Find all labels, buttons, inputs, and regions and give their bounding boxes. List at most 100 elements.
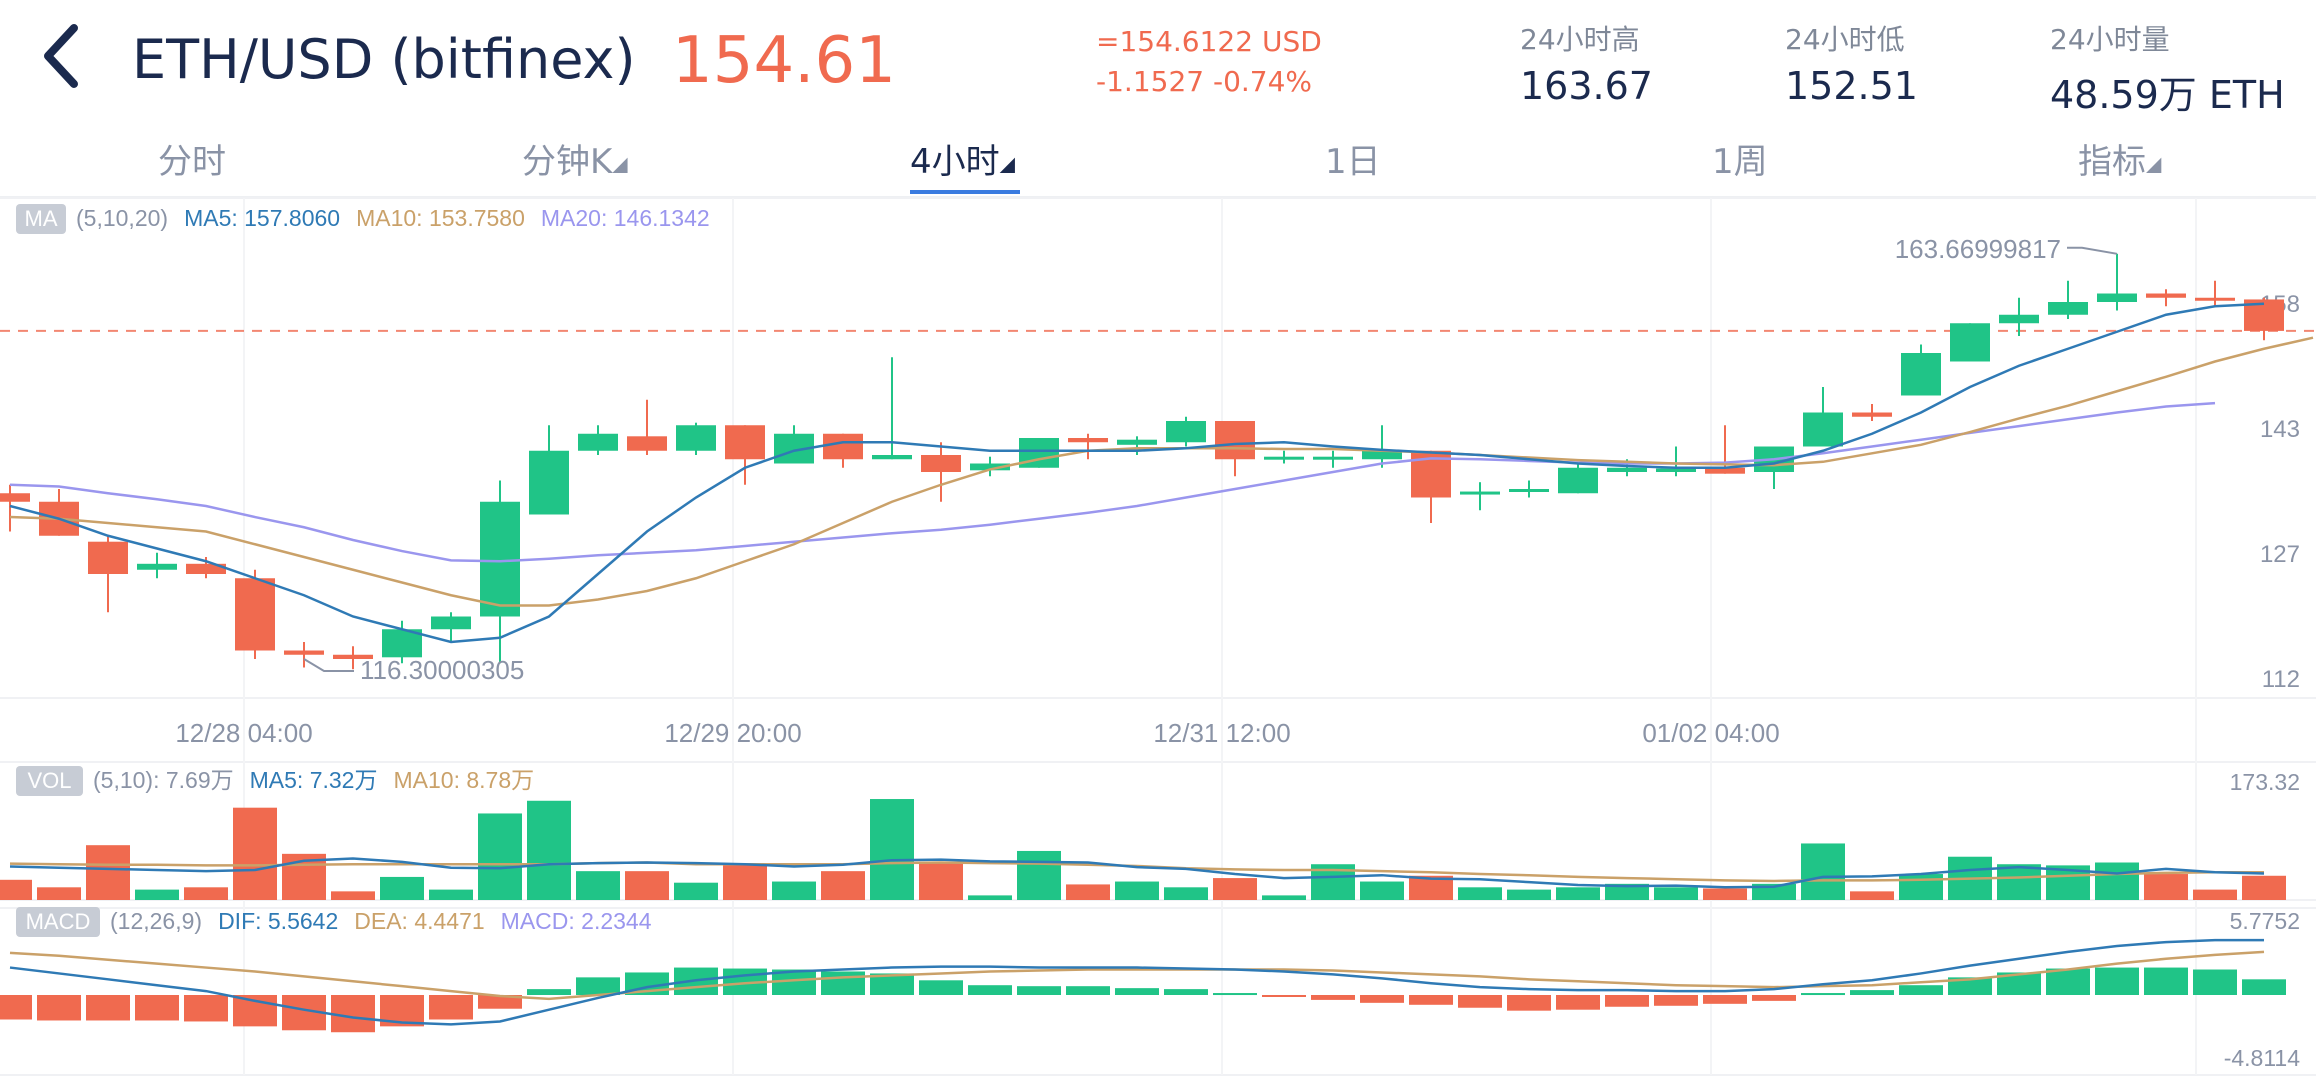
stat-24h-low: 24小时低 152.51 <box>1785 18 1918 108</box>
volume-axis-max: 173.32 <box>2230 769 2300 795</box>
candle-body <box>1558 467 1598 494</box>
caret-down-icon: ◢ <box>612 151 628 176</box>
macd-bar <box>1311 995 1355 1000</box>
tab-1w[interactable]: 1周 <box>1712 134 1768 183</box>
macd-bar <box>135 995 179 1021</box>
tab-4h[interactable]: 4小时◢ <box>910 134 1015 183</box>
legend-tag: MA <box>25 206 58 231</box>
candle-body <box>1362 450 1402 460</box>
macd-bar <box>282 995 326 1031</box>
candle-body <box>1264 456 1304 460</box>
max-pointer <box>2067 246 2118 255</box>
tab-1d[interactable]: 1日 <box>1325 134 1381 183</box>
vol-ma10-line <box>9 861 2264 883</box>
price-change: -1.1527 -0.74% <box>1096 65 1313 98</box>
caret-down-icon: ◢ <box>2146 151 2162 176</box>
volume-bar <box>1311 864 1355 900</box>
legend-tag-bg <box>16 204 66 234</box>
macd-pane: 5.7752 -4.8114 <box>0 908 2300 1071</box>
candle-body <box>725 425 765 460</box>
candle-body <box>1656 468 1696 472</box>
volume-bar <box>478 813 522 900</box>
macd-bar <box>331 995 375 1033</box>
macd-bar <box>1899 985 1943 995</box>
candle-body <box>529 450 569 515</box>
ma20-line <box>9 401 2216 563</box>
price-axis-label: 143 <box>2260 416 2300 443</box>
volume-bar <box>233 807 277 900</box>
macd-bar <box>919 980 963 995</box>
volume-bar <box>1360 881 1404 900</box>
volume-bar <box>1115 881 1159 900</box>
volume-bar <box>527 800 571 900</box>
volume-bar <box>2193 889 2237 900</box>
stat-label: 24小时量 <box>2050 23 2170 56</box>
caret-down-icon: ◢ <box>999 151 1016 176</box>
back-arrow-icon[interactable] <box>38 22 88 92</box>
macd-bar <box>1556 995 1600 1010</box>
time-axis-label: 12/28 04:00 <box>175 718 312 748</box>
legend-tag-bg <box>16 766 83 796</box>
macd-bar <box>86 995 130 1021</box>
candle-body <box>137 563 177 570</box>
dea-line <box>9 950 2265 1001</box>
volume-bar <box>772 881 816 900</box>
volume-bar <box>1948 856 1992 900</box>
volume-bar <box>429 889 473 900</box>
macd-bar <box>1654 995 1698 1006</box>
macd-bar <box>380 995 424 1027</box>
candle-body <box>1117 439 1157 445</box>
candle-body <box>1166 421 1206 443</box>
volume-bar <box>1997 864 2041 900</box>
candle-body <box>186 563 226 574</box>
volume-bar <box>1213 878 1257 900</box>
price-axis-label: 158 <box>2260 291 2300 318</box>
candle-body <box>1509 489 1549 492</box>
tab-time-share[interactable]: 分时 <box>158 134 226 183</box>
macd-bar <box>1213 993 1257 996</box>
macd-bar <box>2095 967 2139 995</box>
volume-bar <box>2144 874 2188 900</box>
min-price-label: 116.30000305 <box>360 655 524 685</box>
volume-bar <box>870 799 914 900</box>
candle-body <box>431 616 471 630</box>
candle-body <box>1068 438 1108 443</box>
tab-label: 4小时 <box>910 142 1000 182</box>
macd-bar <box>2242 979 2286 995</box>
tab-label: 1日 <box>1325 142 1381 182</box>
candle-body <box>1754 446 1794 472</box>
tab-label: 分时 <box>158 142 226 182</box>
macd-bar <box>1017 986 1061 995</box>
macd-axis-min: -4.8114 <box>2224 1045 2301 1071</box>
volume-bar <box>135 889 179 900</box>
macd-bar <box>1703 995 1747 1004</box>
tab-indicators[interactable]: 指标◢ <box>2078 134 2161 183</box>
legend-tag-bg <box>16 907 100 937</box>
macd-bar <box>1066 986 1110 995</box>
volume-bar <box>821 871 865 900</box>
macd-bar <box>1850 990 1894 995</box>
legend-values: (5,10,20) MA5: 157.8060 MA10: 153.7580 MA20… <box>76 205 710 231</box>
candle-body <box>39 501 79 536</box>
volume-bar <box>282 853 326 900</box>
legend-values: (12,26,9) DIF: 5.5642 DEA: 4.4471 MACD: 2.2… <box>110 908 652 934</box>
time-axis-label: 12/29 20:00 <box>664 718 801 748</box>
macd-bar <box>870 973 914 995</box>
interval-tabs: 分时 分钟K◢ 4小时◢ 1日 1周 指标◢ <box>0 120 2316 197</box>
volume-bar <box>723 865 767 900</box>
candle-body <box>333 654 373 659</box>
candle-body <box>1019 438 1059 468</box>
volume-bar <box>2242 875 2286 900</box>
ma5-line <box>9 302 2265 644</box>
min-pointer <box>303 658 354 672</box>
vol-ma5-line <box>9 857 2265 889</box>
volume-bar <box>1017 850 1061 900</box>
stat-24h-high: 24小时高 163.67 <box>1520 18 1653 108</box>
volume-bar <box>184 887 228 900</box>
volume-bar <box>576 871 620 900</box>
candle-body <box>1705 467 1745 474</box>
tab-minute-k[interactable]: 分钟K◢ <box>522 134 628 183</box>
ma10-line <box>9 336 2314 607</box>
macd-bar <box>1262 995 1306 997</box>
macd-bar <box>0 995 32 1020</box>
